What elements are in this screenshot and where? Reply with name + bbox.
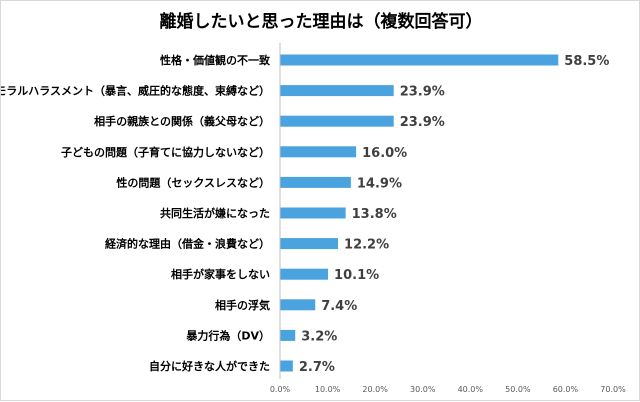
value-label: 2.7%: [299, 360, 335, 375]
category-label: 子どもの問題（子育てに協力しないなど）: [61, 145, 270, 159]
bar: [280, 299, 316, 311]
value-label: 7.4%: [321, 299, 357, 314]
category-label: 暴力行為（DV）: [185, 328, 270, 342]
bar: [280, 360, 293, 372]
bar: [280, 268, 329, 280]
bar: [280, 238, 339, 250]
bar: [280, 85, 394, 97]
category-label: 相手の親族との関係（義父母など）: [94, 114, 270, 128]
bar: [280, 115, 394, 127]
category-label: 自分に好きな人ができた: [149, 359, 270, 373]
value-label: 3.2%: [301, 329, 337, 344]
x-tick-label: 60.0%: [553, 385, 579, 394]
category-label: 性格・価値観の不一致: [160, 53, 271, 67]
value-label: 10.1%: [334, 268, 379, 283]
bar: [280, 207, 346, 219]
value-label: 12.2%: [344, 238, 389, 253]
labels-layer: 性格・価値観の不一致 58.5% モラルハラスメント（暴言、威圧的な態度、束縛など）…: [1, 53, 609, 375]
bar: [280, 54, 559, 66]
x-tick-label: 20.0%: [362, 385, 388, 394]
category-label: 性の問題（セックスレスなど）: [116, 175, 270, 189]
value-label: 23.9%: [400, 85, 445, 100]
x-tick-label: 30.0%: [410, 385, 436, 394]
category-label: 相手の浮気: [215, 298, 270, 312]
x-axis: 0.0% 10.0% 20.0% 30.0% 40.0% 50.0% 60.0% 70.0%: [270, 43, 626, 394]
value-label: 23.9%: [400, 115, 445, 130]
bars-layer: [280, 54, 559, 372]
category-label: 共同生活が嫌になった: [160, 206, 270, 220]
bar: [280, 146, 357, 158]
bar: [280, 176, 351, 188]
value-label: 13.8%: [352, 207, 397, 222]
x-tick-label: 0.0%: [270, 385, 291, 394]
value-label: 14.9%: [357, 176, 402, 191]
x-tick-label: 50.0%: [505, 385, 531, 394]
x-tick-label: 40.0%: [458, 385, 484, 394]
category-label: 経済的な理由（借金・浪費など）: [105, 237, 270, 251]
value-label: 58.5%: [564, 54, 609, 69]
category-label: 相手が家事をしない: [171, 267, 270, 281]
chart-title: 離婚したいと思った理由は（複数回答可）: [160, 11, 483, 32]
bar: [280, 329, 296, 341]
value-label: 16.0%: [362, 146, 407, 161]
category-label: モラルハラスメント（暴言、威圧的な態度、束縛など）: [1, 84, 270, 98]
x-tick-label: 10.0%: [315, 385, 341, 394]
x-tick-label: 70.0%: [600, 385, 626, 394]
